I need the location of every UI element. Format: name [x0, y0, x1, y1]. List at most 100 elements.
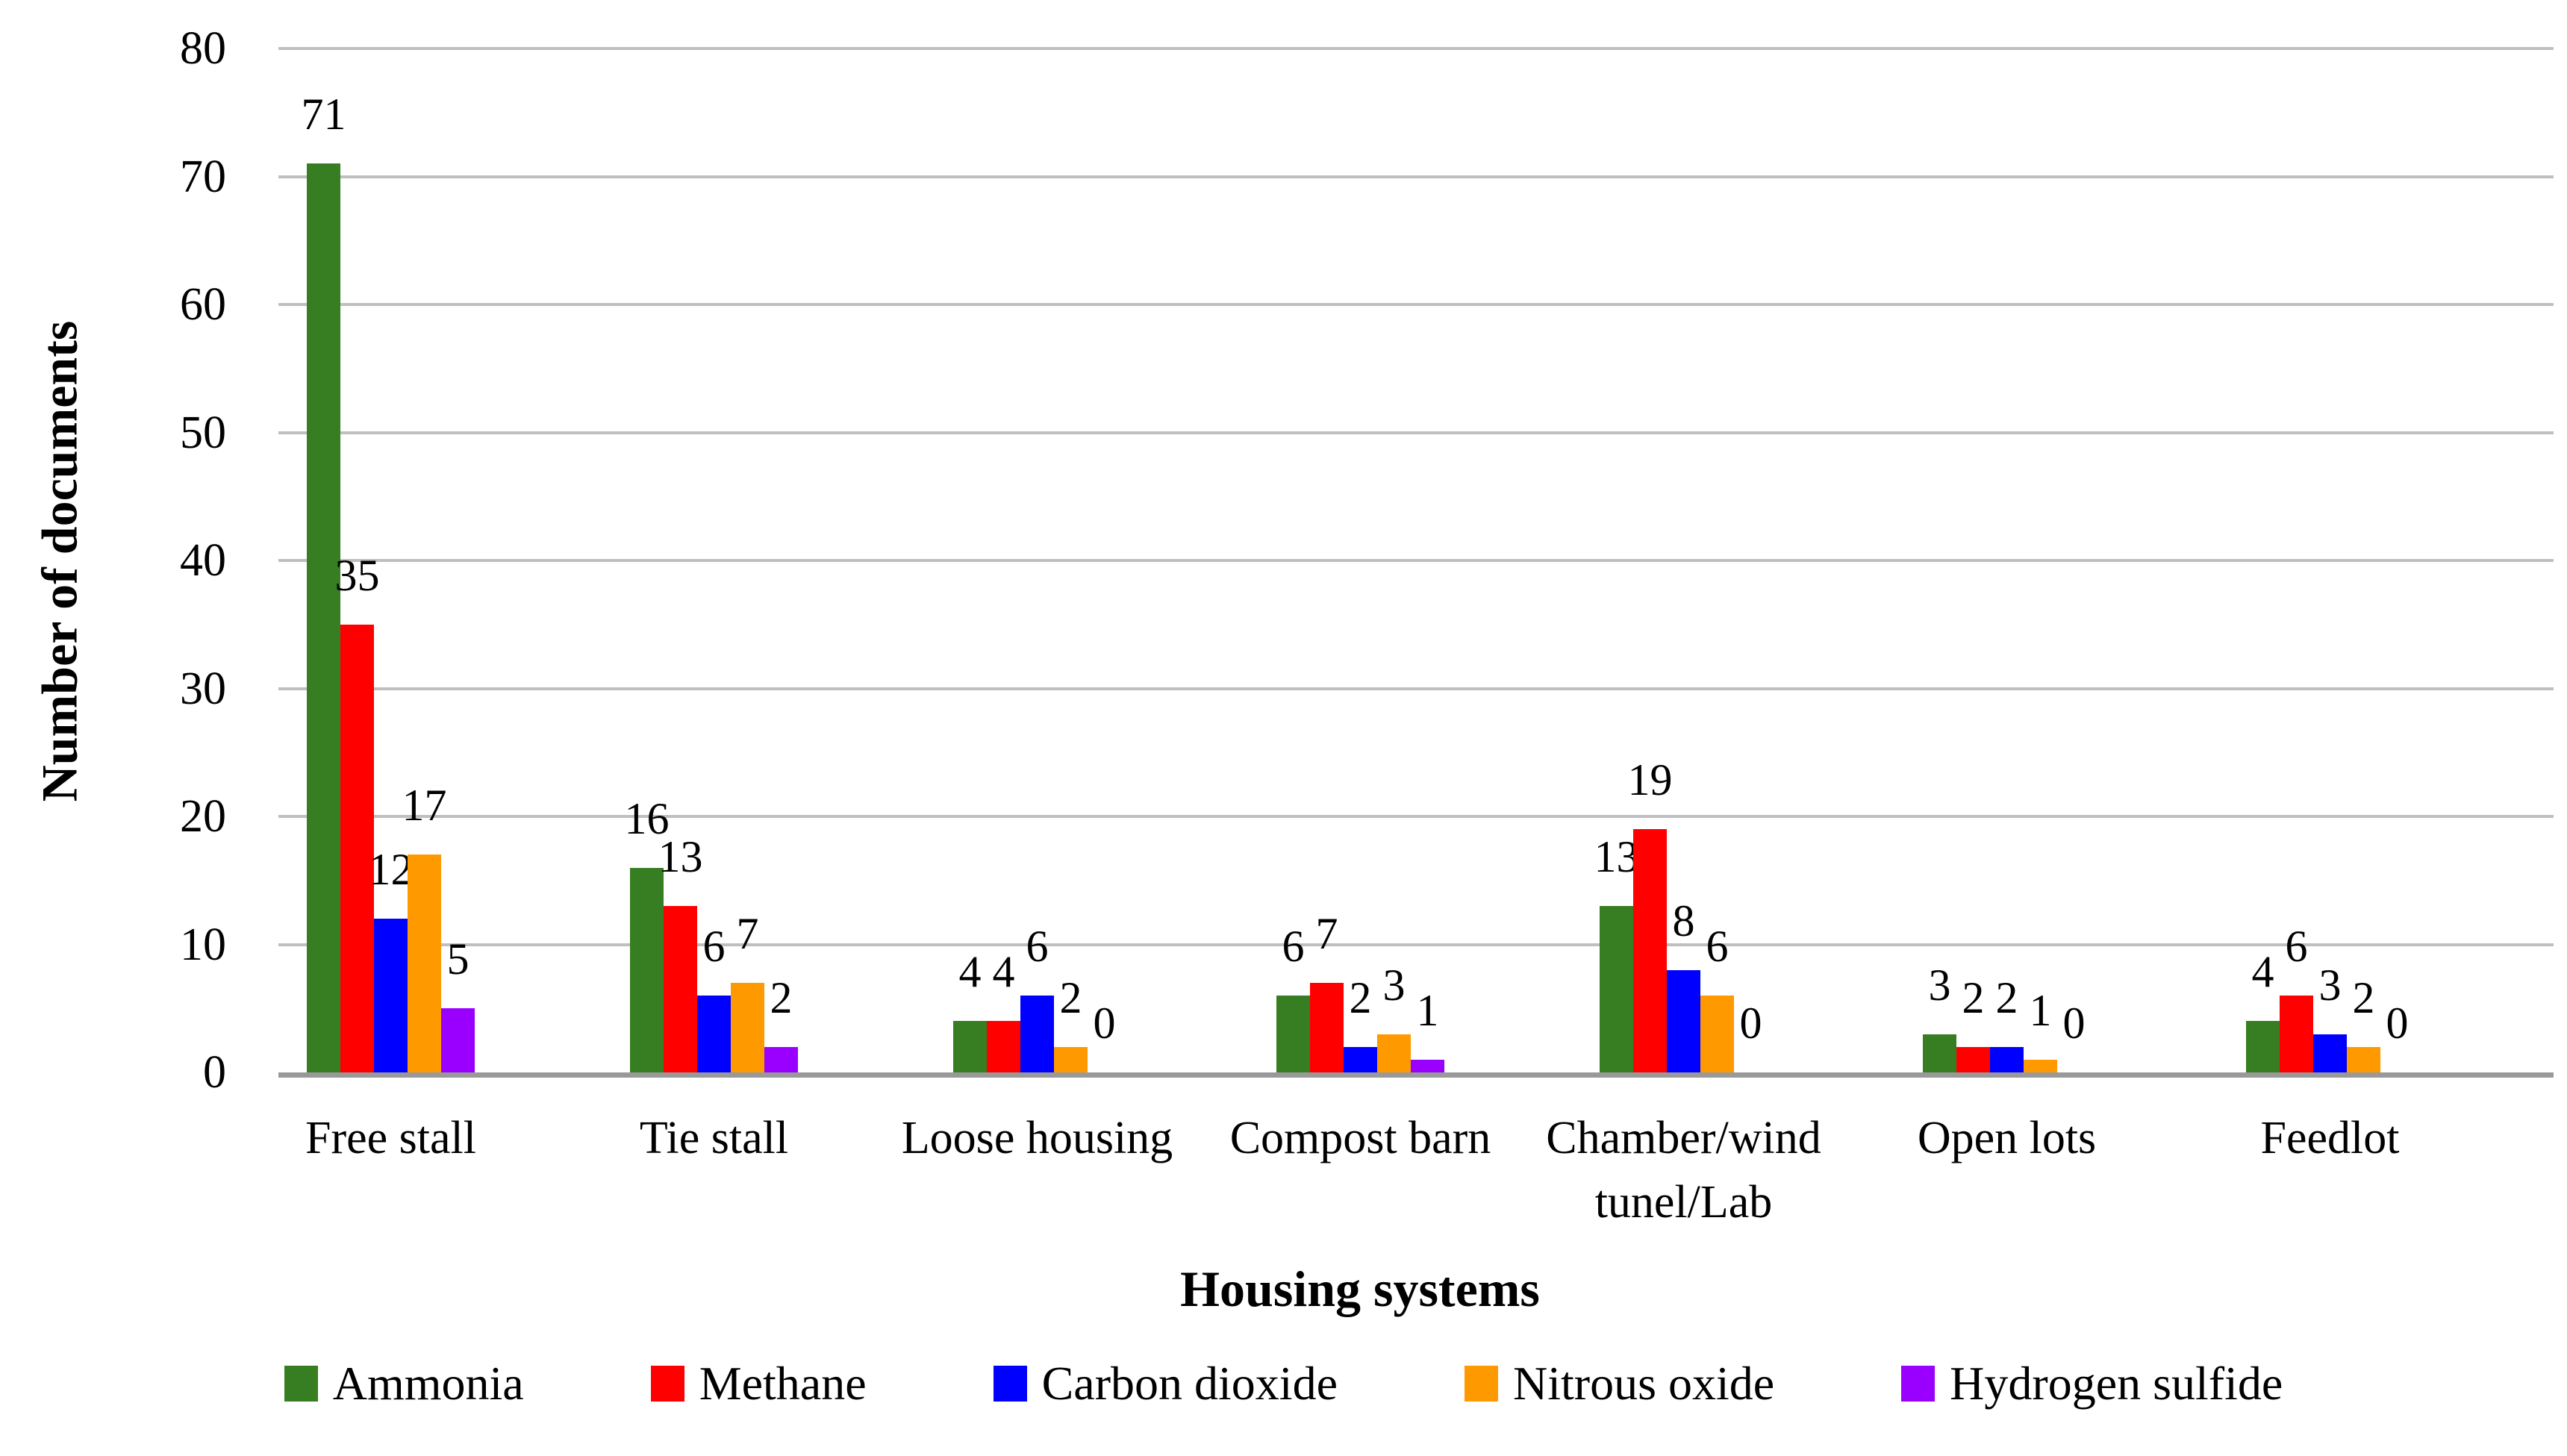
y-tick-label: 10: [180, 919, 226, 970]
legend: Ammonia Methane Carbon dioxide Nitrous oxid…: [0, 1360, 2567, 1407]
gridline: [278, 431, 2554, 434]
category-label: Tie stall: [639, 1113, 789, 1163]
bar-nitrous-oxide: [408, 854, 441, 1072]
y-tick-label: 20: [180, 791, 226, 842]
bar-ammonia: [630, 867, 664, 1072]
y-tick-label: 80: [180, 23, 226, 74]
bar-methane: [987, 1021, 1020, 1072]
bar-value-label: 2: [1059, 972, 1082, 1022]
bar-hydrogen-sulfide: [1411, 1059, 1444, 1072]
bar-value-label: 4: [958, 947, 982, 997]
x-axis-line: [278, 1072, 2554, 1078]
category-label: Open lots: [1917, 1113, 2097, 1163]
bar-value-label: 6: [1282, 922, 1305, 972]
bar-methane: [1310, 982, 1344, 1072]
bar-value-label: 17: [402, 781, 447, 831]
bar-value-label: 0: [2386, 999, 2409, 1048]
y-tick-label: 70: [180, 151, 226, 202]
bar-value-label: 6: [1706, 922, 1729, 972]
bar-nitrous-oxide: [1054, 1046, 1088, 1072]
bar-value-label: 3: [1382, 960, 1406, 1010]
bar-value-label: 1: [1416, 985, 1439, 1035]
bar-value-label: 71: [301, 90, 346, 140]
bar-ammonia: [307, 163, 340, 1072]
legend-item: Nitrous oxide: [1464, 1357, 1775, 1410]
legend-swatch-icon: [284, 1366, 318, 1402]
bar-carbon-dioxide: [1667, 969, 1700, 1072]
y-tick-label: 60: [180, 279, 226, 330]
bar-value-label: 3: [1928, 960, 1951, 1010]
bar-methane: [1633, 829, 1667, 1072]
legend-item: Methane: [650, 1360, 867, 1407]
bar-value-label: 4: [992, 947, 1015, 997]
bar-value-label: 2: [1995, 972, 2018, 1022]
bar-ammonia: [1600, 906, 1633, 1072]
legend-label: Ammonia: [332, 1357, 524, 1410]
legend-item: Carbon dioxide: [993, 1357, 1338, 1410]
legend-swatch-icon: [1901, 1366, 1936, 1402]
bar-ammonia: [2246, 1021, 2280, 1072]
bar-value-label: 6: [1026, 922, 1049, 972]
bar-nitrous-oxide: [2024, 1059, 2057, 1072]
legend-label: Nitrous oxide: [1512, 1357, 1775, 1410]
bar-value-label: 3: [2318, 960, 2342, 1010]
legend-item: Hydrogen sulfide: [1901, 1360, 2283, 1407]
bar-value-label: 16: [624, 793, 670, 843]
gridline: [278, 815, 2554, 818]
gridline: [278, 687, 2554, 690]
gridline: [278, 47, 2554, 50]
bar-value-label: 4: [2251, 947, 2274, 997]
bar-methane: [1956, 1046, 1990, 1072]
legend-item: Ammonia: [284, 1360, 524, 1407]
gridline: [278, 943, 2554, 946]
bar-ammonia: [953, 1021, 987, 1072]
x-axis-title: Housing systems: [1180, 1260, 1540, 1317]
gridline: [278, 175, 2554, 178]
bar-hydrogen-sulfide: [764, 1046, 798, 1072]
bar-value-label: 7: [1315, 908, 1338, 958]
bar-value-label: 2: [770, 972, 793, 1022]
category-label: Feedlot: [2260, 1113, 2400, 1163]
bar-value-label: 19: [1627, 755, 1673, 805]
bar-value-label: 35: [334, 550, 380, 600]
category-label: Compost barn: [1229, 1113, 1491, 1163]
gridline: [278, 303, 2554, 306]
bar-nitrous-oxide: [2347, 1046, 2380, 1072]
bar-methane: [664, 906, 697, 1072]
bar-value-label: 0: [1093, 999, 1116, 1048]
bar-value-label: 2: [1349, 972, 1372, 1022]
legend-label: Hydrogen sulfide: [1950, 1357, 2283, 1410]
gridline: [278, 559, 2554, 562]
category-label: Free stall: [305, 1113, 476, 1163]
legend-swatch-icon: [1464, 1366, 1498, 1402]
bar-value-label: 13: [658, 832, 703, 882]
category-label: Loose housing: [901, 1113, 1173, 1163]
bar-value-label: 12: [368, 845, 414, 895]
bar-value-label: 8: [1672, 896, 1695, 946]
legend-label: Carbon dioxide: [1041, 1357, 1338, 1410]
bar-nitrous-oxide: [1700, 996, 1734, 1072]
bar-carbon-dioxide: [374, 919, 408, 1072]
bar-value-label: 1: [2029, 985, 2052, 1035]
bar-ammonia: [1276, 996, 1310, 1072]
bar-ammonia: [1923, 1034, 1956, 1072]
bar-value-label: 13: [1594, 832, 1639, 882]
legend-swatch-icon: [993, 1366, 1027, 1402]
bar-value-label: 2: [2352, 972, 2375, 1022]
category-label: Chamber/wind tunel/Lab: [1546, 1113, 1821, 1228]
y-tick-label: 50: [180, 407, 226, 458]
bar-nitrous-oxide: [1377, 1034, 1411, 1072]
bar-value-label: 5: [446, 934, 470, 984]
bar-carbon-dioxide: [1344, 1046, 1377, 1072]
y-tick-label: 40: [180, 535, 226, 586]
y-tick-label: 0: [203, 1047, 226, 1098]
bar-value-label: 6: [2285, 922, 2308, 972]
bar-value-label: 6: [702, 922, 726, 972]
bar-methane: [340, 624, 374, 1072]
bar-value-label: 0: [2062, 999, 2086, 1048]
y-tick-label: 30: [180, 663, 226, 714]
bar-carbon-dioxide: [1990, 1046, 2024, 1072]
bar-value-label: 0: [1739, 999, 1762, 1048]
bar-carbon-dioxide: [1020, 996, 1054, 1072]
